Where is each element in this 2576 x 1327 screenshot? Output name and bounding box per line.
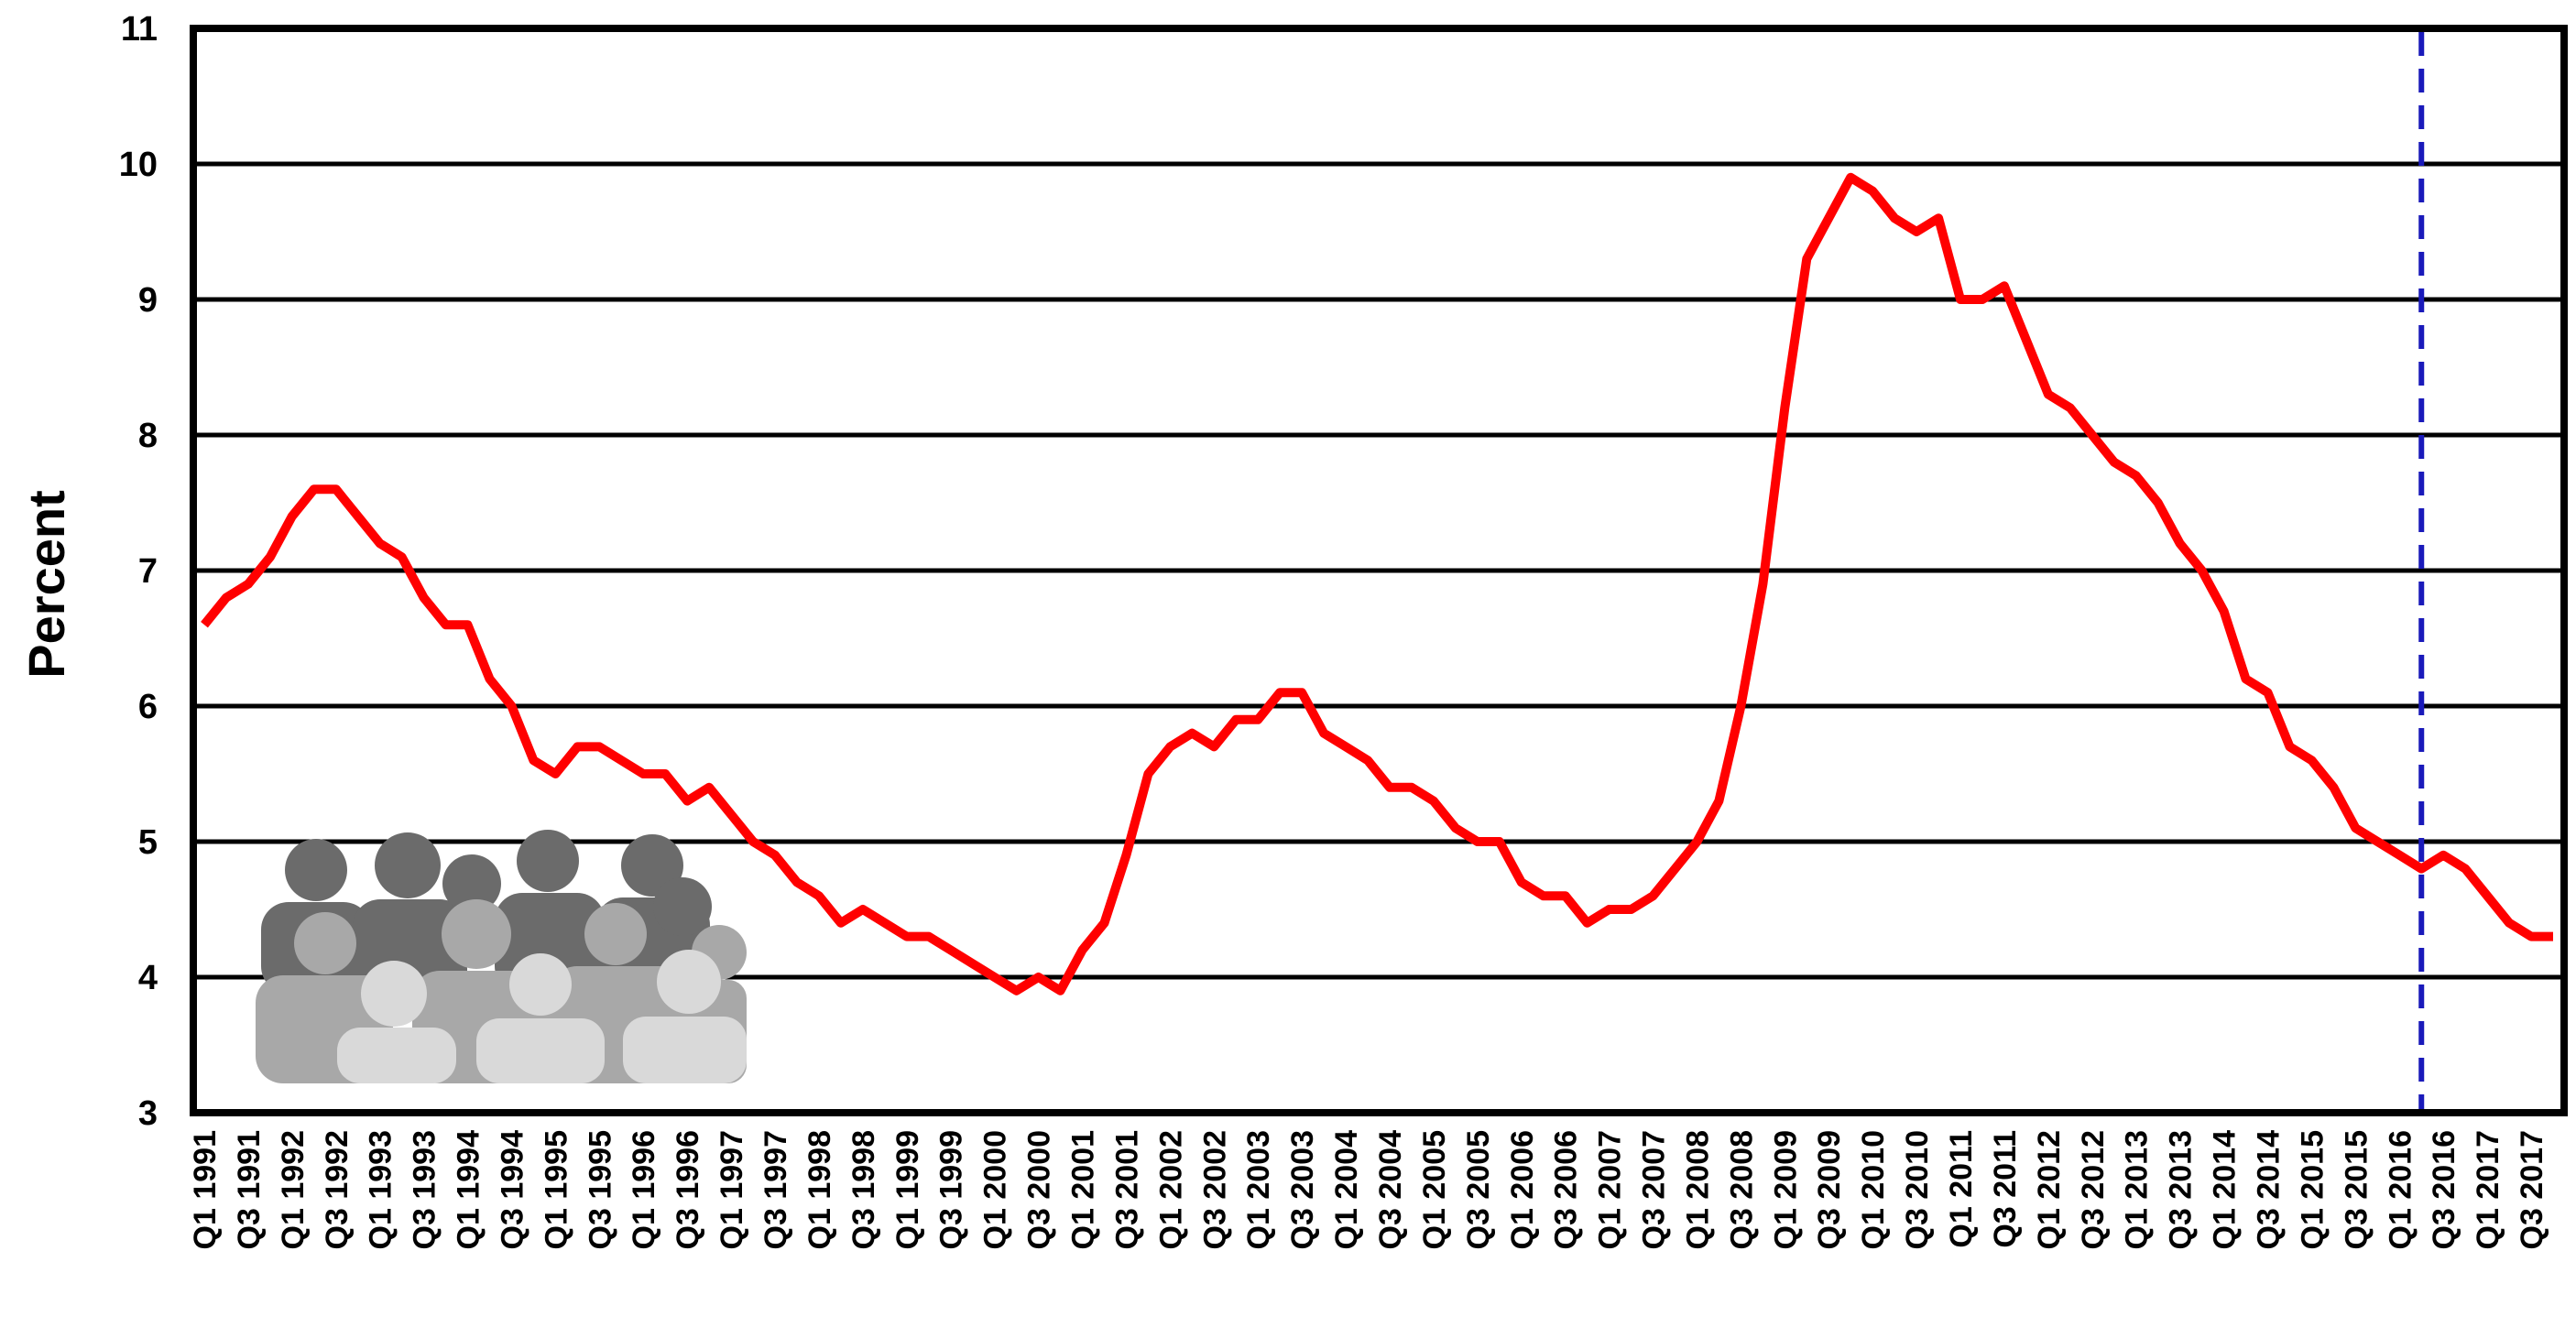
x-tick-label: Q3 2015 (2339, 1130, 2374, 1249)
y-tick-label: 4 (138, 959, 158, 997)
y-tick-label: 8 (138, 417, 158, 455)
y-tick-label: 5 (138, 823, 158, 862)
x-tick-label: Q3 2008 (1724, 1130, 1759, 1249)
x-tick-label: Q1 1994 (452, 1130, 486, 1250)
x-tick-label: Q3 1997 (759, 1130, 793, 1249)
plot-frame (190, 25, 2568, 1116)
x-tick-label: Q1 2007 (1593, 1130, 1628, 1249)
x-tick-label: Q3 1993 (408, 1130, 442, 1249)
x-tick-label: Q1 2015 (2295, 1130, 2330, 1249)
x-tick-label: Q3 2012 (2076, 1130, 2111, 1249)
x-tick-label: Q1 1995 (539, 1130, 573, 1249)
x-tick-label: Q1 2014 (2208, 1130, 2243, 1250)
x-tick-label: Q3 2016 (2427, 1130, 2461, 1249)
x-tick-label: Q1 2009 (1768, 1130, 1803, 1249)
people-icon (256, 830, 747, 1083)
x-tick-label: Q3 1991 (232, 1130, 267, 1249)
x-tick-label: Q3 2005 (1461, 1130, 1496, 1249)
x-tick-label: Q3 2009 (1812, 1130, 1847, 1249)
x-tick-label: Q3 2002 (1197, 1130, 1232, 1249)
x-tick-label: Q3 2017 (2515, 1130, 2549, 1249)
y-tick-label: 10 (119, 146, 158, 184)
x-tick-label: Q3 2003 (1285, 1130, 1320, 1249)
x-tick-label: Q1 2006 (1505, 1130, 1540, 1249)
x-tick-label: Q1 1996 (627, 1130, 661, 1249)
x-tick-label: Q1 2011 (1944, 1130, 1979, 1248)
x-tick-label: Q1 2005 (1417, 1130, 1452, 1249)
x-tick-label: Q3 2000 (1022, 1130, 1057, 1249)
x-tick-label: Q3 2001 (1109, 1130, 1144, 1249)
x-tick-label: Q3 2004 (1373, 1130, 1408, 1250)
x-tick-label: Q3 2011 (1988, 1130, 2023, 1248)
x-tick-label: Q1 2000 (978, 1130, 1013, 1249)
x-tick-label: Q1 1999 (890, 1130, 925, 1249)
x-tick-label: Q3 1996 (671, 1130, 705, 1249)
marks (201, 32, 2553, 1109)
data-line (201, 172, 2553, 995)
x-tick-label: Q1 2012 (2032, 1130, 2067, 1249)
x-tick-label: Q1 1998 (802, 1130, 837, 1249)
y-axis-label: Percent (17, 490, 75, 678)
x-tick-label: Q1 2017 (2471, 1130, 2505, 1249)
x-tick-label: Q1 1991 (188, 1130, 223, 1249)
x-tick-label: Q3 1999 (934, 1130, 969, 1249)
x-tick-label: Q1 2016 (2383, 1130, 2418, 1249)
x-tick-label: Q1 2002 (1153, 1130, 1188, 1249)
x-tick-label: Q1 2008 (1680, 1130, 1715, 1249)
x-tick-label: Q1 2010 (1856, 1130, 1891, 1249)
x-tick-label: Q3 2010 (1900, 1130, 1935, 1249)
y-tick-label: 6 (138, 688, 158, 726)
x-tick-label: Q1 2013 (2120, 1130, 2155, 1249)
x-tick-label: Q3 1994 (495, 1130, 529, 1250)
x-tick-label: Q3 1998 (846, 1130, 881, 1249)
x-tick-label: Q3 1992 (320, 1130, 355, 1249)
x-tick-label: Q3 2007 (1637, 1130, 1672, 1249)
x-tick-label: Q1 1992 (276, 1130, 311, 1249)
x-tick-label: Q1 2001 (1066, 1130, 1101, 1249)
x-tick-label: Q3 2013 (2164, 1130, 2199, 1249)
x-tick-label: Q3 2006 (1549, 1130, 1584, 1249)
y-tick-label: 9 (138, 281, 158, 320)
x-tick-label: Q1 1997 (715, 1130, 749, 1249)
x-tick-label: Q3 2014 (2252, 1130, 2287, 1250)
y-tick-label: 7 (138, 552, 158, 591)
y-tick-label: 11 (121, 10, 158, 49)
x-tick-label: Q1 1993 (364, 1130, 398, 1249)
x-tick-label: Q1 2003 (1241, 1130, 1276, 1249)
y-tick-label: 3 (138, 1094, 158, 1133)
x-tick-label: Q1 2004 (1329, 1130, 1364, 1250)
x-tick-label: Q3 1995 (583, 1130, 617, 1249)
